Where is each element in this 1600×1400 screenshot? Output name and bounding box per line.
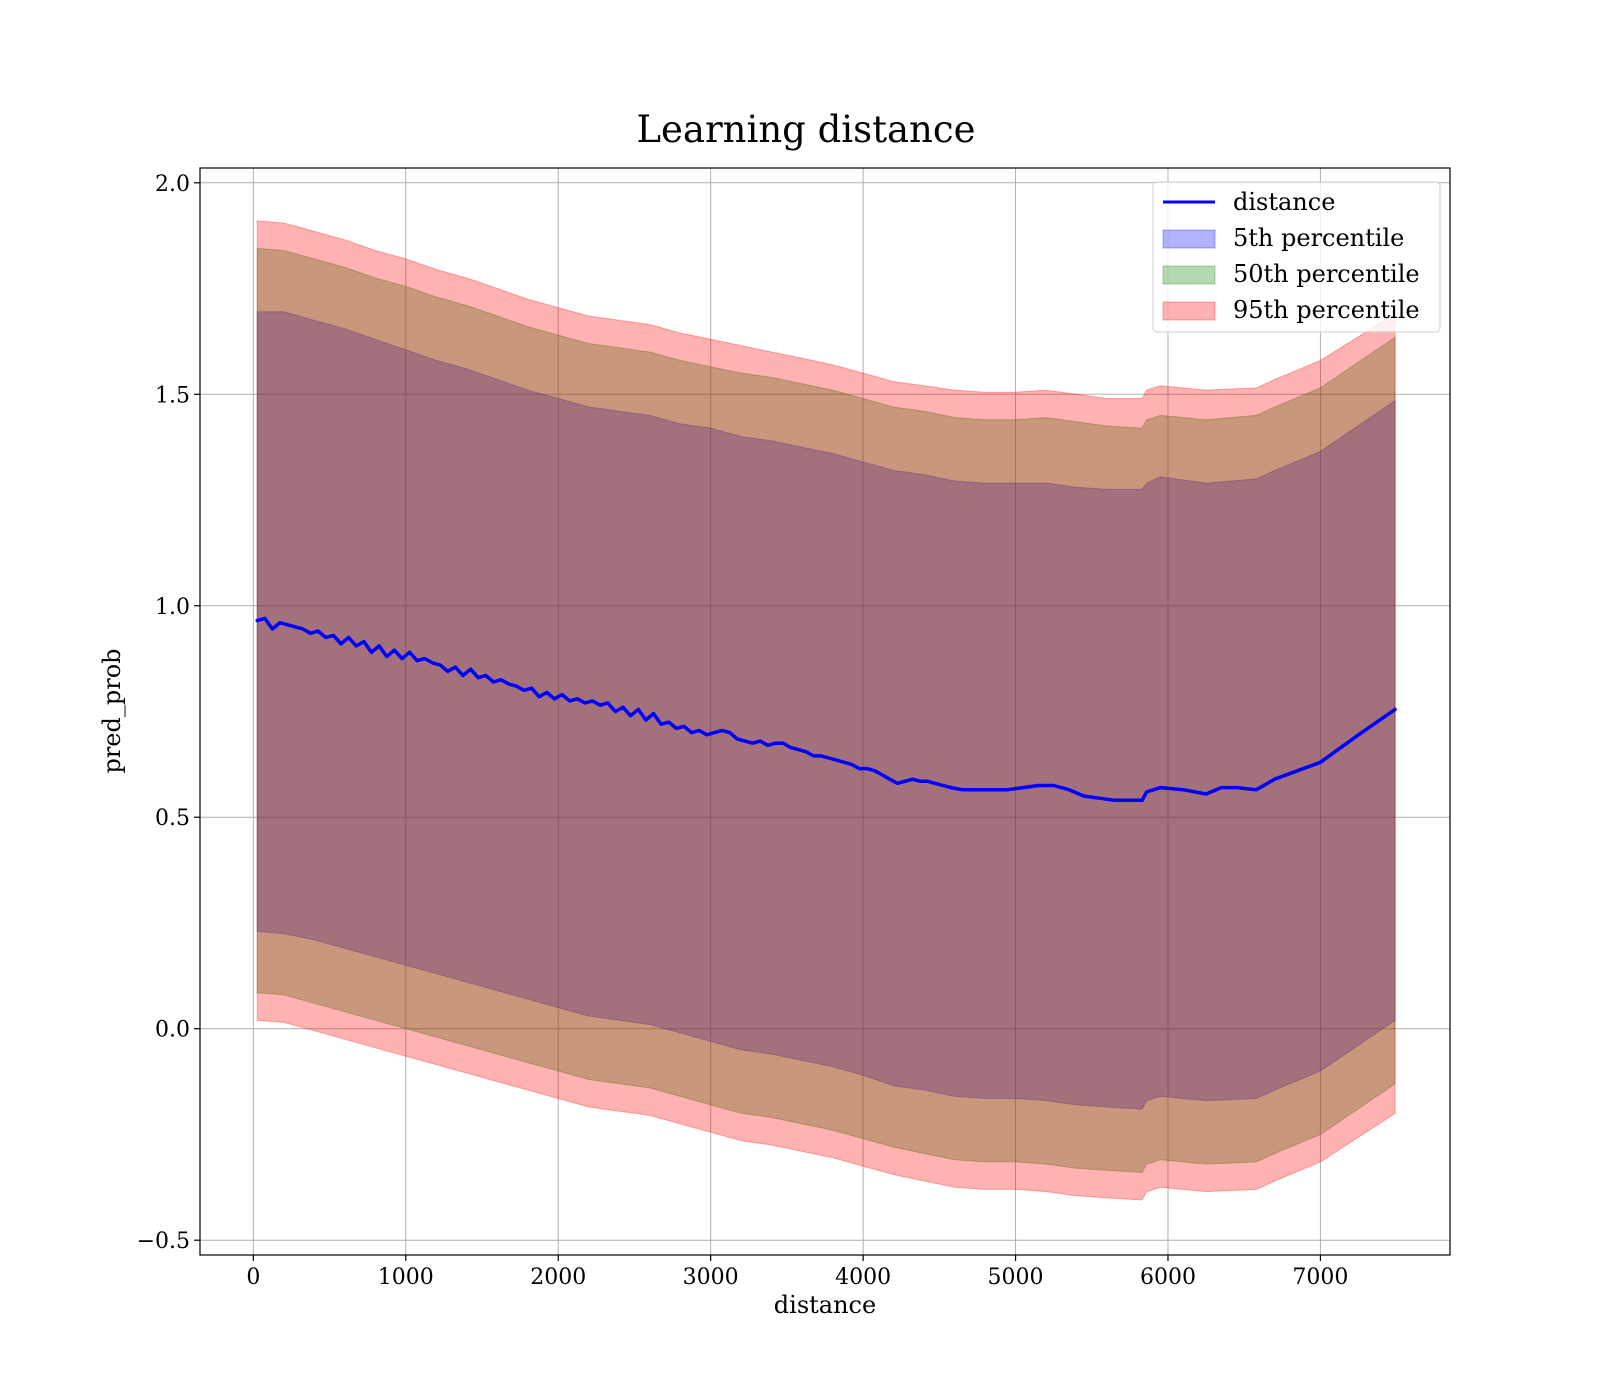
legend-box	[1152, 181, 1441, 333]
plot-frame	[199, 167, 1451, 1256]
x-axis-label: distance	[774, 1291, 876, 1319]
x-tick-label: 2000	[530, 1265, 586, 1290]
legend-swatch-5th	[1162, 229, 1216, 249]
legend-label-distance: distance	[1233, 188, 1335, 216]
x-tick-label: 6000	[1140, 1265, 1196, 1290]
x-tick-label: 7000	[1292, 1265, 1348, 1290]
legend-swatch-50th	[1162, 265, 1216, 285]
y-tick-label: 1.5	[155, 383, 190, 408]
distance-line-layer	[255, 616, 1397, 803]
band-50th-percentile	[256, 247, 1396, 1174]
distance-line	[255, 616, 1397, 803]
y-tick-label: 0.5	[155, 806, 190, 831]
legend: distance 5th percentile 50th percentile …	[1152, 181, 1441, 333]
x-tick-label: 4000	[835, 1265, 891, 1290]
band-95th-percentile	[256, 220, 1396, 1201]
y-tick-label: 1.0	[155, 595, 190, 620]
x-tick-label: 3000	[683, 1265, 739, 1290]
y-axis-label: pred_prob	[98, 648, 126, 773]
y-tick-label: 0.0	[155, 1018, 190, 1043]
percentile-bands	[256, 220, 1396, 1201]
x-tick-label: 0	[246, 1265, 260, 1290]
legend-label-5th: 5th percentile	[1233, 224, 1404, 252]
y-tick-label: −0.5	[137, 1229, 190, 1254]
x-tick-label: 1000	[378, 1265, 434, 1290]
legend-swatch-95th	[1162, 301, 1216, 321]
chart-title: Learning distance	[636, 108, 975, 151]
y-tick-label: 2.0	[155, 172, 190, 197]
x-tick-label: 5000	[988, 1265, 1044, 1290]
legend-label-95th: 95th percentile	[1233, 296, 1420, 324]
axis-ticks: 0 1000 2000 3000 4000 5000 6000 7000 −0.5 0.0 0.5 1…	[137, 172, 1349, 1290]
band-5th-percentile	[256, 311, 1396, 1110]
legend-label-50th: 50th percentile	[1233, 260, 1420, 288]
